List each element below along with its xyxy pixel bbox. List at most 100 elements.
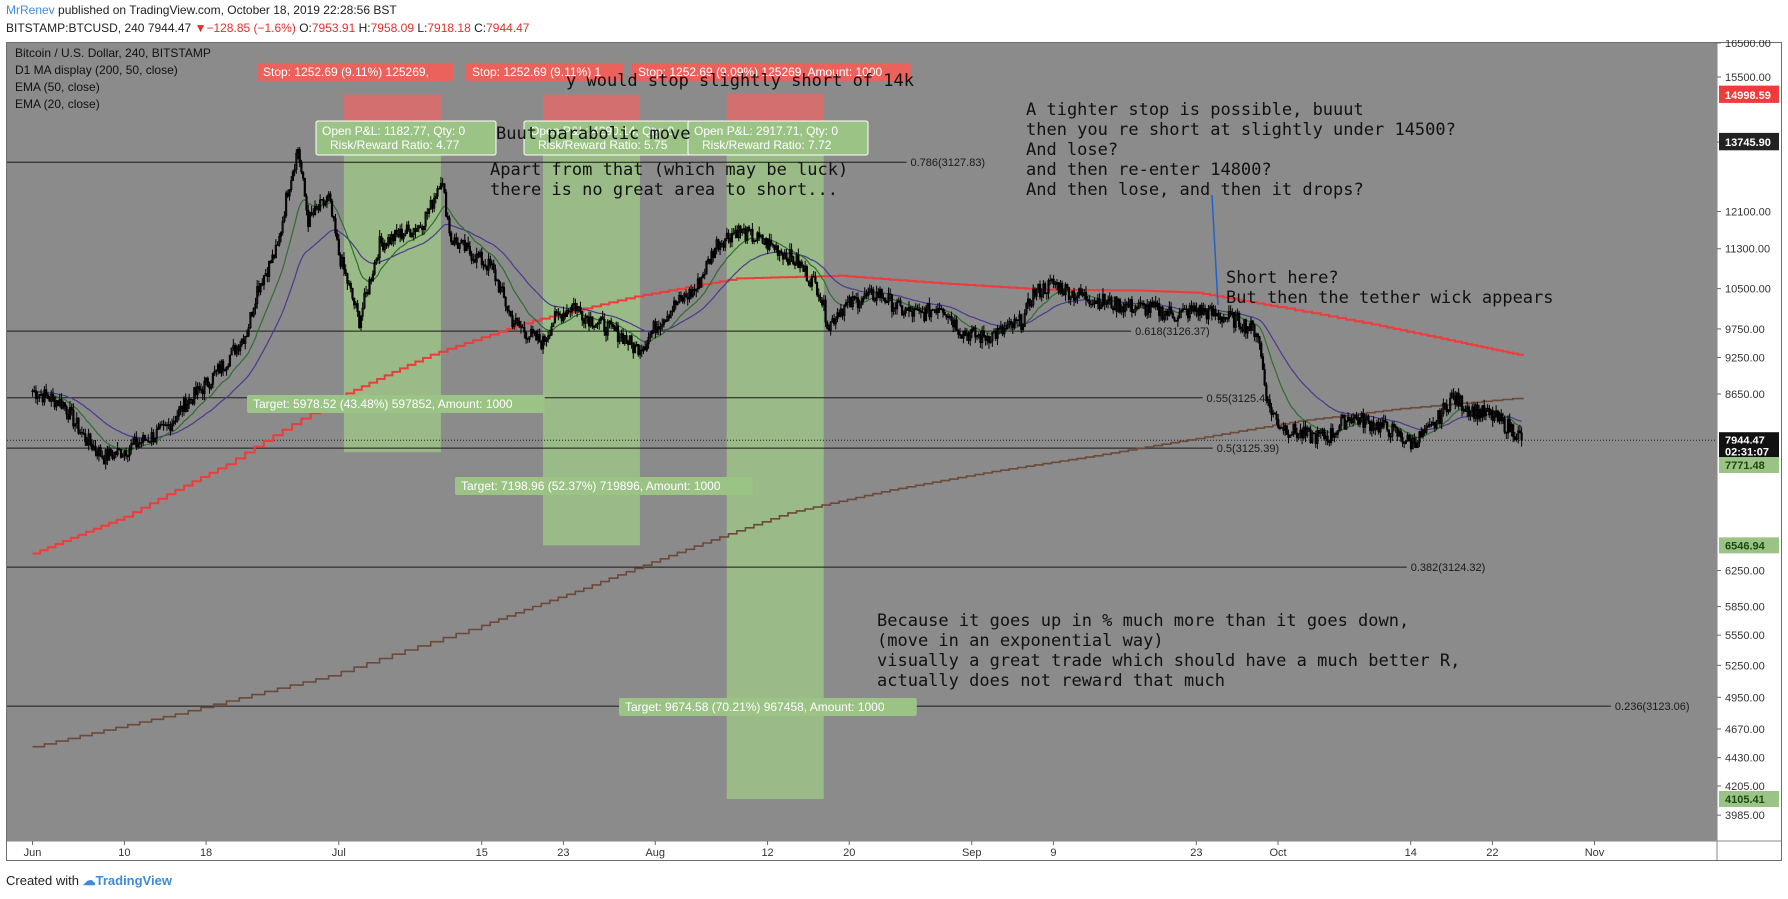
candle[interactable]: [155, 429, 158, 439]
candle[interactable]: [1277, 419, 1280, 428]
candle[interactable]: [1493, 415, 1496, 421]
candle[interactable]: [1401, 437, 1404, 443]
candle[interactable]: [404, 233, 407, 236]
candle[interactable]: [443, 183, 446, 193]
candle[interactable]: [494, 269, 497, 282]
candle[interactable]: [228, 354, 232, 367]
candle[interactable]: [1517, 430, 1520, 440]
candle[interactable]: [649, 333, 652, 338]
candle[interactable]: [1309, 429, 1312, 444]
candle[interactable]: [746, 226, 749, 241]
candle[interactable]: [1352, 417, 1355, 424]
candle[interactable]: [101, 455, 104, 459]
candle[interactable]: [979, 333, 982, 344]
candle[interactable]: [467, 242, 470, 247]
candle[interactable]: [1503, 417, 1506, 433]
candle[interactable]: [921, 311, 924, 314]
candle[interactable]: [664, 319, 667, 322]
candle[interactable]: [307, 209, 310, 228]
candle[interactable]: [667, 315, 671, 319]
candle[interactable]: [1263, 369, 1266, 386]
candle[interactable]: [1287, 434, 1290, 438]
candle[interactable]: [276, 244, 279, 247]
candle[interactable]: [805, 266, 808, 282]
candle[interactable]: [1326, 435, 1329, 442]
candle[interactable]: [618, 337, 621, 342]
candle[interactable]: [1454, 395, 1457, 405]
candle[interactable]: [1404, 440, 1408, 444]
candle[interactable]: [102, 457, 106, 465]
candle[interactable]: [252, 308, 255, 317]
candle[interactable]: [1300, 429, 1304, 439]
candle[interactable]: [359, 315, 363, 329]
candle[interactable]: [1312, 432, 1316, 435]
candle[interactable]: [1088, 300, 1091, 305]
candle[interactable]: [244, 336, 247, 344]
candle[interactable]: [164, 424, 167, 426]
candle[interactable]: [353, 298, 356, 306]
candle[interactable]: [1106, 299, 1110, 305]
candle[interactable]: [1483, 405, 1486, 417]
candle[interactable]: [159, 424, 162, 428]
candle[interactable]: [1171, 312, 1174, 319]
candle[interactable]: [424, 211, 427, 227]
candle[interactable]: [516, 317, 519, 322]
candle[interactable]: [184, 397, 187, 412]
candle[interactable]: [1413, 437, 1416, 444]
candle[interactable]: [70, 407, 73, 410]
candle[interactable]: [744, 228, 747, 241]
candle[interactable]: [562, 312, 565, 322]
candle[interactable]: [673, 300, 676, 312]
candle[interactable]: [446, 215, 449, 219]
candle[interactable]: [305, 196, 308, 211]
candle[interactable]: [1268, 399, 1271, 408]
candle[interactable]: [565, 309, 568, 317]
candle[interactable]: [671, 310, 674, 313]
candle[interactable]: [593, 326, 596, 328]
candle[interactable]: [758, 232, 761, 238]
candle[interactable]: [461, 239, 465, 242]
candle[interactable]: [410, 234, 414, 237]
candle[interactable]: [872, 289, 875, 301]
candle[interactable]: [579, 306, 582, 313]
candle[interactable]: [821, 300, 824, 306]
candle[interactable]: [1154, 301, 1157, 308]
candle[interactable]: [400, 228, 403, 240]
candle[interactable]: [1261, 356, 1265, 370]
candle[interactable]: [647, 336, 650, 345]
candle[interactable]: [1112, 307, 1115, 311]
candle[interactable]: [225, 366, 228, 371]
candle[interactable]: [1207, 308, 1210, 320]
candle[interactable]: [528, 336, 531, 340]
candle[interactable]: [176, 415, 179, 422]
candle[interactable]: [332, 215, 335, 219]
candle[interactable]: [477, 253, 480, 258]
candle[interactable]: [1069, 296, 1072, 300]
candle[interactable]: [1062, 293, 1065, 296]
candle[interactable]: [1086, 299, 1089, 302]
candle[interactable]: [50, 393, 53, 402]
candle[interactable]: [679, 295, 683, 298]
candle[interactable]: [439, 183, 443, 190]
candle[interactable]: [339, 254, 342, 267]
candle[interactable]: [894, 307, 897, 310]
candle[interactable]: [964, 330, 967, 336]
candle[interactable]: [262, 275, 266, 286]
candle[interactable]: [319, 199, 322, 211]
candle[interactable]: [36, 396, 39, 399]
candle[interactable]: [302, 171, 305, 179]
candle[interactable]: [356, 303, 359, 312]
candle[interactable]: [1203, 307, 1207, 312]
candle[interactable]: [928, 303, 931, 318]
candle[interactable]: [1297, 433, 1300, 439]
candle[interactable]: [952, 320, 955, 328]
candle[interactable]: [676, 302, 679, 306]
candle[interactable]: [291, 171, 295, 181]
candle[interactable]: [935, 309, 938, 314]
candle[interactable]: [99, 447, 102, 457]
candle[interactable]: [1488, 407, 1491, 416]
candle[interactable]: [1311, 432, 1314, 444]
legend-ema20[interactable]: EMA (20, close): [15, 97, 100, 111]
candle[interactable]: [1443, 402, 1447, 406]
candle[interactable]: [895, 301, 899, 310]
